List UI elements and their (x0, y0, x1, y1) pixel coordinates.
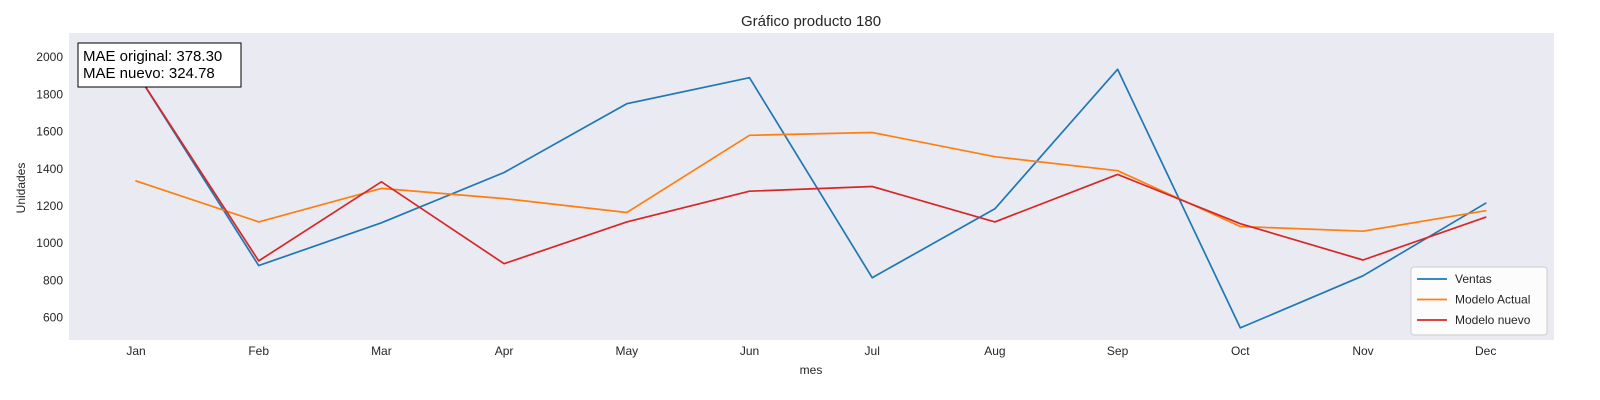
x-tick-label: Aug (984, 344, 1005, 358)
mae-annotation: MAE original: 378.30 MAE nuevo: 324.78 (77, 42, 242, 88)
legend-items: Ventas Modelo Actual Modelo nuevo (1417, 272, 1531, 327)
x-tick-label: Jul (865, 344, 880, 358)
mae-original-text: MAE original: 378.30 (83, 48, 222, 65)
mae-annotation-box (77, 42, 242, 88)
x-tick-label: Feb (248, 344, 269, 358)
x-tick-label: Oct (1231, 344, 1250, 358)
y-tick-label: 1400 (36, 162, 63, 176)
x-tick-label: Sep (1107, 344, 1129, 358)
chart-title: Gráfico producto 180 (741, 13, 881, 30)
x-tick-label: Jan (126, 344, 145, 358)
series-layer (135, 68, 1487, 329)
legend-box (1410, 266, 1548, 336)
y-tick-label: 1800 (36, 87, 63, 101)
x-tick-label: Dec (1475, 344, 1496, 358)
legend: Ventas Modelo Actual Modelo nuevo (1410, 266, 1548, 336)
y-axis-label: Unidades (14, 163, 28, 214)
x-tick-label: Jun (740, 344, 759, 358)
legend-label: Modelo nuevo (1455, 313, 1531, 327)
y-tick-label: 1000 (36, 236, 63, 250)
x-tick-label: Nov (1352, 344, 1373, 358)
y-tick-label: 600 (43, 311, 63, 325)
legend-label: Ventas (1455, 272, 1492, 286)
x-tick-label: Apr (495, 344, 514, 358)
y-axis-ticks: 600 800 1000 1200 1400 1600 1800 2000 (36, 50, 63, 324)
mae-nuevo-text: MAE nuevo: 324.78 (83, 65, 215, 82)
x-axis-ticks: Jan Feb Mar Apr May Jun Jul Aug Sep Oct Nov Dec (126, 344, 1496, 358)
y-tick-label: 800 (43, 273, 63, 287)
x-tick-label: Mar (371, 344, 392, 358)
legend-label: Modelo Actual (1455, 293, 1530, 307)
series-line-3 (135, 71, 1487, 265)
y-tick-label: 2000 (36, 50, 63, 64)
x-axis-label: mes (800, 363, 823, 377)
x-tick-label: May (615, 344, 638, 358)
y-tick-label: 1600 (36, 125, 63, 139)
plot-area (69, 33, 1554, 340)
y-tick-label: 1200 (36, 199, 63, 213)
series-line-1 (135, 68, 1487, 329)
